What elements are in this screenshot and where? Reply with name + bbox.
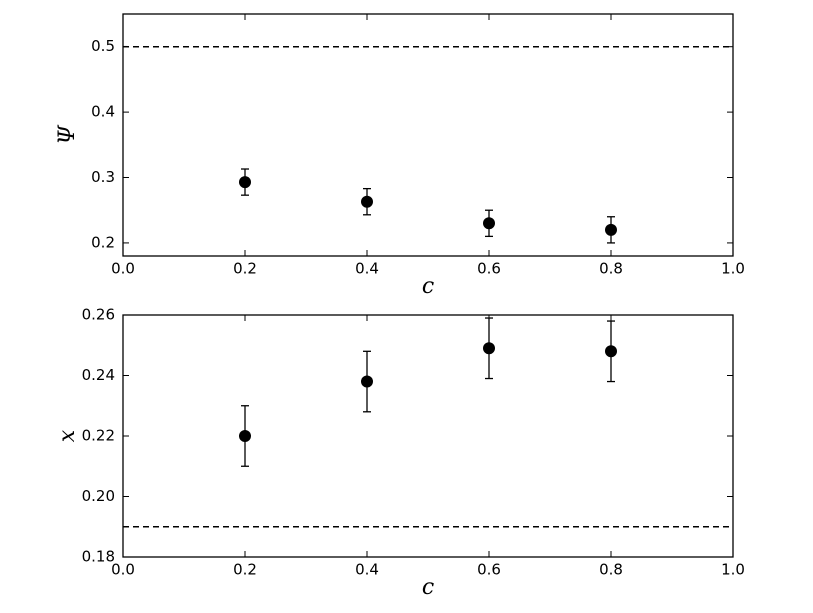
y-tick-label: 0.4 [91, 103, 115, 121]
x-axis-label: c [422, 575, 434, 600]
plot-frame [122, 13, 734, 257]
y-axis-label: Ψ [55, 125, 80, 145]
x-tick-label: 0.8 [599, 561, 623, 579]
y-tick-label: 0.20 [82, 487, 115, 505]
y-tick-label: 0.2 [91, 233, 115, 251]
point [239, 176, 251, 189]
x-tick-label: 0.2 [233, 561, 257, 579]
y-tick-label: 0.24 [82, 366, 115, 384]
y-axis-label: x [55, 429, 80, 442]
x-tick-label: 0.6 [477, 561, 501, 579]
y-tick-label: 0.5 [91, 37, 115, 55]
y-tick-label: 0.26 [82, 306, 115, 324]
x-tick-label: 0.2 [233, 260, 257, 278]
x-tick-label: 1.0 [721, 561, 745, 579]
x-tick-label: 0.8 [599, 260, 623, 278]
x-tick-label: 0.6 [477, 260, 501, 278]
point [605, 345, 617, 358]
y-tick-label: 0.22 [82, 427, 115, 445]
y-tick-label: 0.18 [82, 548, 115, 566]
x-tick-label: 0.0 [111, 260, 135, 278]
x-tick-label: 0.4 [355, 260, 379, 278]
x-tick-label: 0.4 [355, 561, 379, 579]
point [361, 195, 373, 208]
x-tick-label: 0.0 [111, 561, 135, 579]
point [361, 375, 373, 388]
y-tick-label: 0.3 [91, 168, 115, 186]
point [483, 217, 495, 230]
plot-frame [122, 314, 734, 558]
x-axis-label: c [422, 274, 434, 299]
point [605, 223, 617, 236]
point [239, 430, 251, 442]
point [483, 342, 495, 355]
x-tick-label: 1.0 [721, 260, 745, 278]
